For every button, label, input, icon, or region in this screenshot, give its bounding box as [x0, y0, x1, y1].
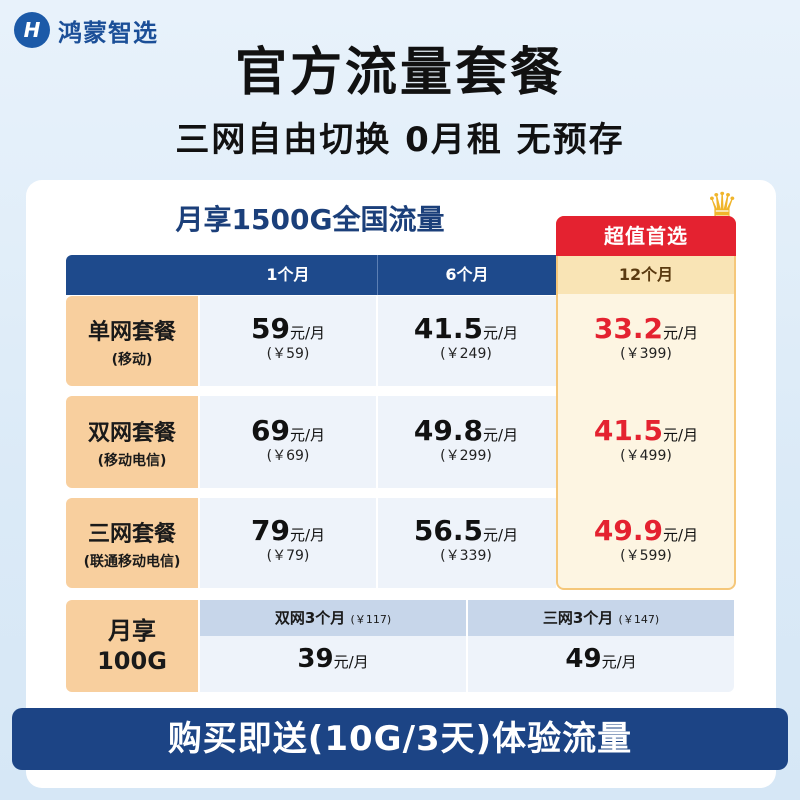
- price-total: (￥59): [266, 346, 310, 362]
- row-name: 双网套餐: [87, 420, 176, 446]
- price-cell[interactable]: 41.5元/月 (￥249): [378, 312, 554, 363]
- table-header-bar: [66, 255, 556, 295]
- option-name: 双网3个月: [274, 609, 346, 627]
- price-total: (￥69): [266, 448, 310, 464]
- row-bg: [200, 396, 556, 488]
- page-title: 官方流量套餐: [234, 43, 565, 103]
- price-value: 39: [297, 644, 334, 674]
- price-value: 49.9: [593, 514, 664, 547]
- price-unit: 元/月: [663, 324, 699, 342]
- row-name: 三网套餐: [87, 521, 176, 547]
- price-value: 79: [250, 514, 290, 547]
- price-value: 56.5: [413, 514, 484, 547]
- price-value: 49: [565, 644, 602, 674]
- price-unit: 元/月: [483, 324, 519, 342]
- price-cell-highlight[interactable]: 33.2元/月 (￥399): [558, 312, 734, 363]
- price-value: 41.5: [413, 312, 484, 345]
- row-label-single: 单网套餐 (移动): [66, 296, 198, 386]
- option-name: 三网3个月: [542, 609, 614, 627]
- header-divider: [377, 255, 378, 295]
- plan-100g-label-line2: 100G: [97, 647, 167, 675]
- price-unit: 元/月: [289, 526, 326, 544]
- price-total: (￥299): [440, 448, 492, 464]
- price-unit: 元/月: [289, 426, 326, 444]
- column-header-12m: 12个月: [558, 256, 734, 294]
- row-sub: (移动): [111, 351, 153, 368]
- price-total: (￥499): [620, 448, 672, 464]
- price-total: (￥599): [620, 548, 672, 564]
- price-cell-highlight[interactable]: 49.9元/月 (￥599): [558, 514, 734, 565]
- page-subtitle: 三网自由切换 0月租 无预存: [175, 120, 625, 160]
- row-divider: [376, 296, 378, 386]
- plan-100g-option-header: 双网3个月 (￥117): [200, 600, 466, 636]
- plan-100g-price[interactable]: 39元/月: [200, 644, 466, 674]
- plan-100g-header-bg: [468, 600, 734, 636]
- highlight-badge: 超值首选: [556, 216, 736, 256]
- plan-100g-option-header: 三网3个月 (￥147): [468, 600, 734, 636]
- column-header-6m: 6个月: [445, 265, 489, 284]
- row-bg: [200, 296, 556, 386]
- price-total: (￥249): [440, 346, 492, 362]
- row-label-dual: 双网套餐 (移动电信): [66, 396, 198, 488]
- price-value: 49.8: [413, 414, 484, 447]
- plan-100g-body-bg: [200, 636, 466, 692]
- price-value: 41.5: [593, 414, 664, 447]
- price-cell[interactable]: 79元/月 (￥79): [200, 514, 376, 565]
- price-value: 33.2: [593, 312, 664, 345]
- price-unit: 元/月: [289, 324, 326, 342]
- price-unit: 元/月: [663, 526, 699, 544]
- table-title: 月享1500G全国流量: [175, 203, 445, 236]
- plan-100g-label: 月享 100G: [66, 600, 198, 692]
- price-total: (￥79): [266, 548, 310, 564]
- column-header-1m: 1个月: [266, 265, 310, 284]
- price-unit: 元/月: [333, 653, 369, 671]
- price-cell[interactable]: 59元/月 (￥59): [200, 312, 376, 363]
- price-unit: 元/月: [483, 426, 519, 444]
- price-value: 59: [250, 312, 290, 345]
- price-cell[interactable]: 69元/月 (￥69): [200, 414, 376, 465]
- promo-banner[interactable]: 购买即送(10G/3天)体验流量: [12, 708, 788, 770]
- plan-100g-label-line1: 月享: [108, 617, 156, 645]
- price-unit: 元/月: [601, 653, 637, 671]
- price-unit: 元/月: [663, 426, 699, 444]
- price-cell[interactable]: 49.8元/月 (￥299): [378, 414, 554, 465]
- price-cell-highlight[interactable]: 41.5元/月 (￥499): [558, 414, 734, 465]
- plan-100g-price[interactable]: 49元/月: [468, 644, 734, 674]
- row-sub: (移动电信): [97, 452, 167, 469]
- row-sub: (联通移动电信): [83, 553, 181, 570]
- option-total: (￥117): [350, 613, 392, 626]
- price-cell[interactable]: 56.5元/月 (￥339): [378, 514, 554, 565]
- brand-name: 鸿蒙智选: [58, 18, 158, 47]
- row-divider: [376, 498, 378, 588]
- plan-100g-header-bg: [200, 600, 466, 636]
- plan-100g-body-bg: [468, 636, 734, 692]
- price-total: (￥399): [620, 346, 672, 362]
- row-name: 单网套餐: [87, 319, 176, 345]
- row-label-triple: 三网套餐 (联通移动电信): [66, 498, 198, 588]
- price-value: 69: [250, 414, 290, 447]
- price-total: (￥339): [440, 548, 492, 564]
- price-unit: 元/月: [483, 526, 519, 544]
- brand-logo: H 鸿蒙智选: [14, 12, 158, 48]
- row-bg: [200, 498, 556, 588]
- option-total: (￥147): [618, 613, 660, 626]
- brand-logo-icon: H: [14, 12, 50, 48]
- row-divider: [376, 396, 378, 488]
